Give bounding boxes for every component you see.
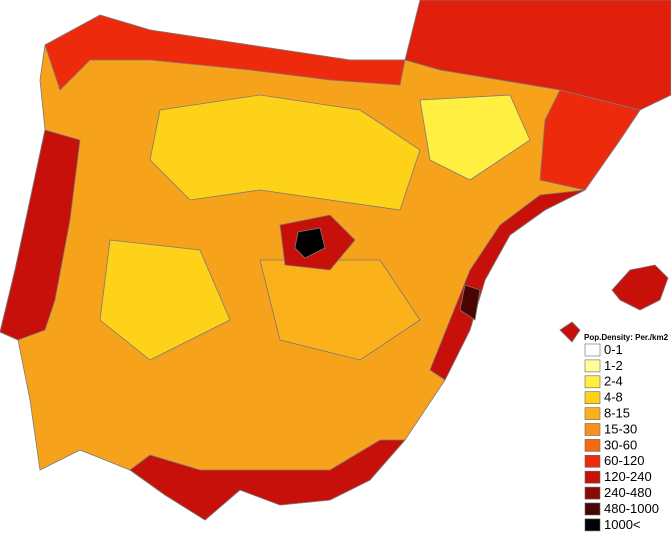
legend-label: 1-2: [604, 358, 623, 373]
legend-label: 480-1000: [604, 501, 659, 516]
legend-label: 2-4: [604, 374, 623, 389]
east-coast: [429, 189, 586, 381]
legend-title: Pop.Density: Per./km2: [584, 333, 669, 342]
legend-label: 120-240: [604, 469, 652, 484]
legend-swatch: [584, 375, 601, 389]
legend-label: 240-480: [604, 485, 652, 500]
legend-swatch: [584, 391, 601, 405]
extremadura: [99, 239, 231, 361]
legend-swatch: [584, 439, 601, 452]
north-coast: [44, 14, 406, 91]
legend-swatch: [584, 343, 601, 357]
central-plateau: [149, 94, 421, 211]
legend-swatch: [584, 454, 601, 468]
legend-swatch: [584, 518, 601, 532]
legend: Pop.Density: Per./km20-11-22-44-88-1515-…: [584, 333, 669, 532]
legend-label: 15-30: [604, 421, 637, 436]
portugal-coast: [0, 129, 81, 341]
madrid: [294, 227, 326, 259]
south-coast: [129, 439, 406, 521]
legend-label: 30-60: [604, 437, 637, 452]
legend-label: 4-8: [604, 390, 623, 405]
catalonia: [539, 89, 641, 191]
map-regions: [0, 0, 671, 521]
legend-label: 8-15: [604, 406, 630, 421]
legend-label: 0-1: [604, 342, 623, 357]
mallorca: [611, 264, 669, 311]
legend-label: 60-120: [604, 453, 644, 468]
legend-swatch: [584, 486, 601, 500]
legend-swatch: [584, 502, 601, 516]
legend-swatch: [584, 423, 601, 436]
legend-swatch: [584, 359, 601, 373]
legend-swatch: [584, 470, 601, 484]
ebro-valley: [419, 94, 531, 181]
legend-label: 1000<: [604, 517, 641, 532]
valencia: [459, 284, 481, 321]
legend-swatch: [584, 407, 601, 420]
la-mancha: [259, 259, 421, 361]
ibiza: [559, 321, 581, 343]
